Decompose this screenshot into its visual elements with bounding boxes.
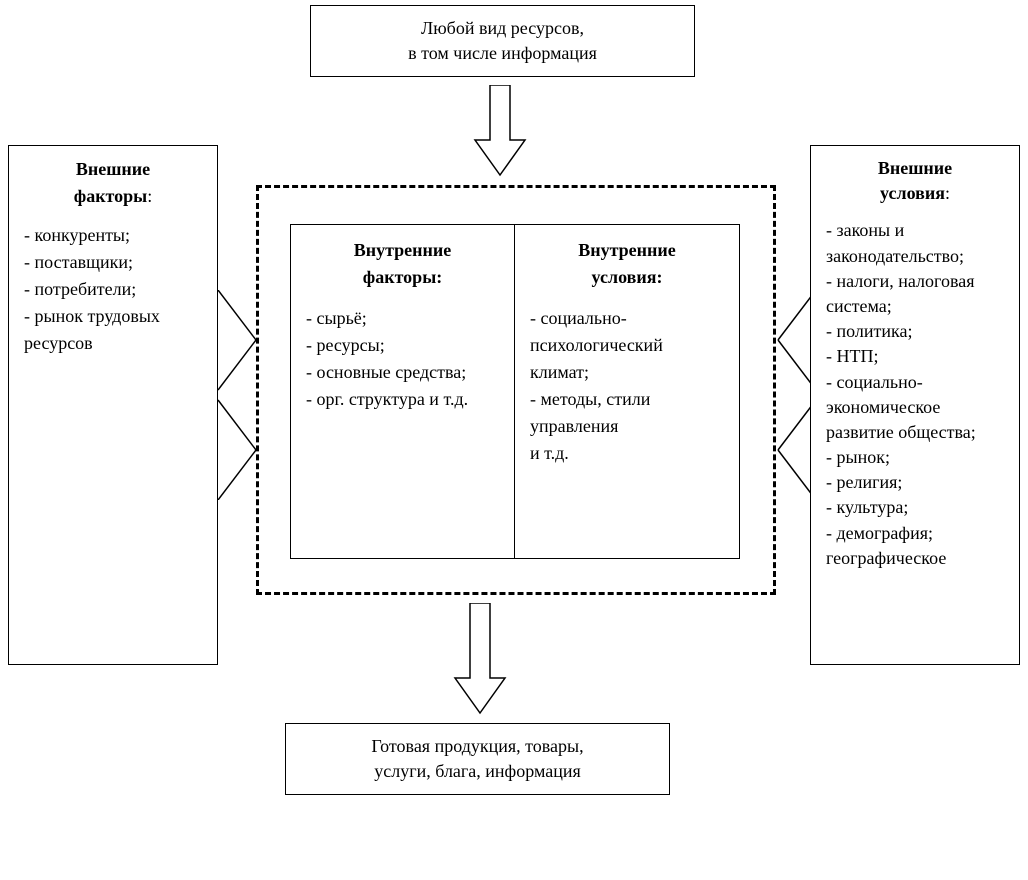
bottom-line2: услуги, блага, информация bbox=[301, 759, 654, 784]
external-factors-box: Внешние факторы: - конкуренты; - поставщ… bbox=[8, 145, 218, 665]
internal-factors-items: - сырьё; - ресурсы; - основные средства;… bbox=[306, 305, 499, 413]
internal-factors-box: Внутренние факторы: - сырьё; - ресурсы; … bbox=[291, 225, 515, 558]
top-input-box: Любой вид ресурсов, в том числе информац… bbox=[310, 5, 695, 77]
internal-conditions-title: Внутренние условия: bbox=[530, 237, 724, 291]
internal-conditions-items: - социально-психологический климат; - ме… bbox=[530, 305, 724, 467]
bottom-line1: Готовая продукция, товары, bbox=[301, 734, 654, 759]
internal-container: Внутренние факторы: - сырьё; - ресурсы; … bbox=[290, 224, 740, 559]
external-factors-items: - конкуренты; - поставщики; - потребител… bbox=[24, 222, 202, 357]
arrow-bottom-down-icon bbox=[450, 603, 510, 718]
external-conditions-title: Внешние условия: bbox=[826, 156, 1004, 206]
internal-factors-title: Внутренние факторы: bbox=[306, 237, 499, 291]
arrow-top-down-icon bbox=[470, 85, 530, 180]
external-conditions-items: - законы и законодательство; - налоги, н… bbox=[826, 218, 1004, 571]
bottom-output-box: Готовая продукция, товары, услуги, блага… bbox=[285, 723, 670, 795]
left-connector-icon bbox=[218, 290, 258, 500]
top-line1: Любой вид ресурсов, bbox=[326, 16, 679, 41]
internal-conditions-box: Внутренние условия: - социально-психолог… bbox=[515, 225, 739, 558]
external-factors-title: Внешние факторы: bbox=[24, 156, 202, 210]
top-line2: в том числе информация bbox=[326, 41, 679, 66]
external-conditions-box: Внешние условия: - законы и законодатель… bbox=[810, 145, 1020, 665]
